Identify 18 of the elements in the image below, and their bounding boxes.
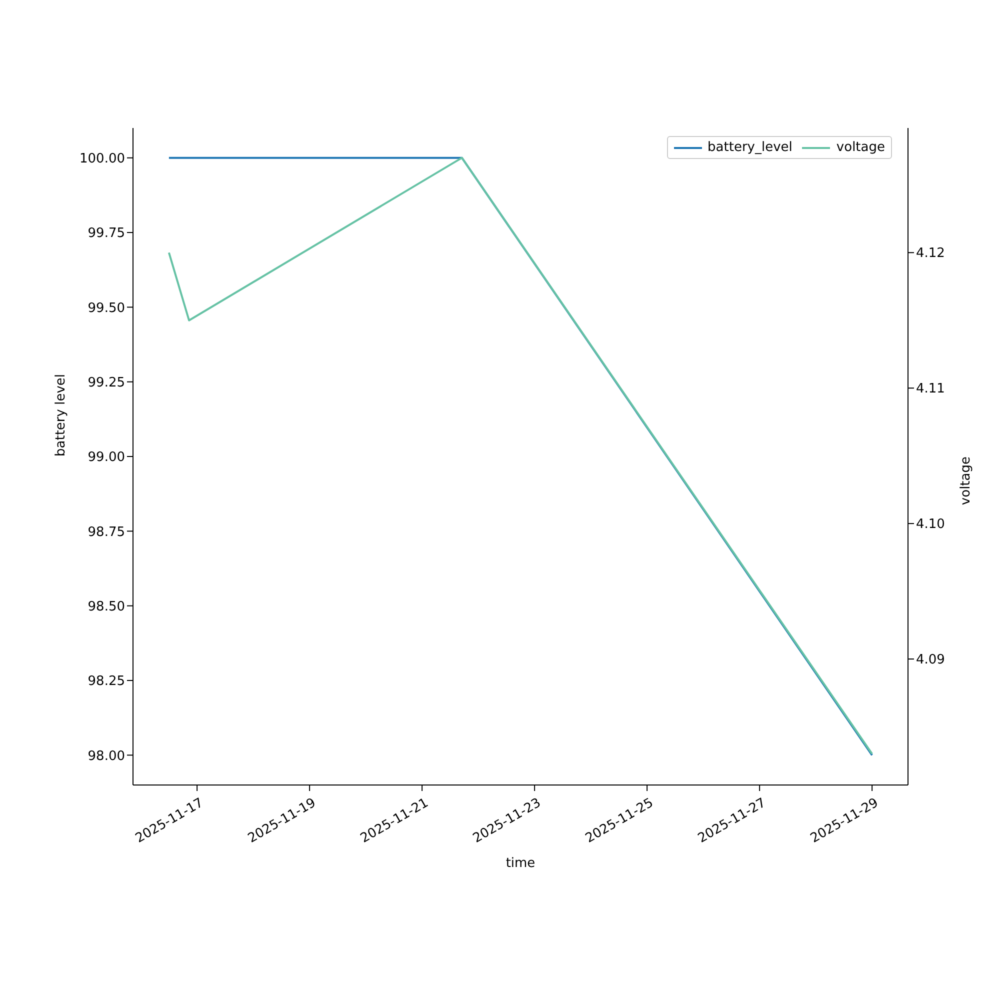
y2-tick-label: 4.09 <box>916 652 945 668</box>
y-tick-label: 98.25 <box>88 674 125 690</box>
y2-tick-label: 4.12 <box>916 246 945 262</box>
y-tick-label: 99.00 <box>88 450 125 466</box>
legend-label: voltage <box>836 140 885 155</box>
y-tick-label: 98.00 <box>88 748 125 764</box>
y2-tick-label: 4.11 <box>916 382 945 397</box>
x-axis-title: time <box>506 856 536 871</box>
y-tick-label: 99.25 <box>88 375 125 390</box>
y-tick-label: 100.00 <box>80 151 125 166</box>
y2-axis-title: voltage <box>958 456 974 506</box>
y-tick-label: 98.75 <box>88 524 125 540</box>
y-tick-label: 99.50 <box>88 300 125 316</box>
y-tick-label: 98.50 <box>88 599 125 614</box>
y-axis-title: battery level <box>54 374 69 456</box>
y-tick-label: 99.75 <box>88 226 125 242</box>
y2-tick-label: 4.10 <box>916 517 945 532</box>
legend-label: battery_level <box>708 140 792 155</box>
